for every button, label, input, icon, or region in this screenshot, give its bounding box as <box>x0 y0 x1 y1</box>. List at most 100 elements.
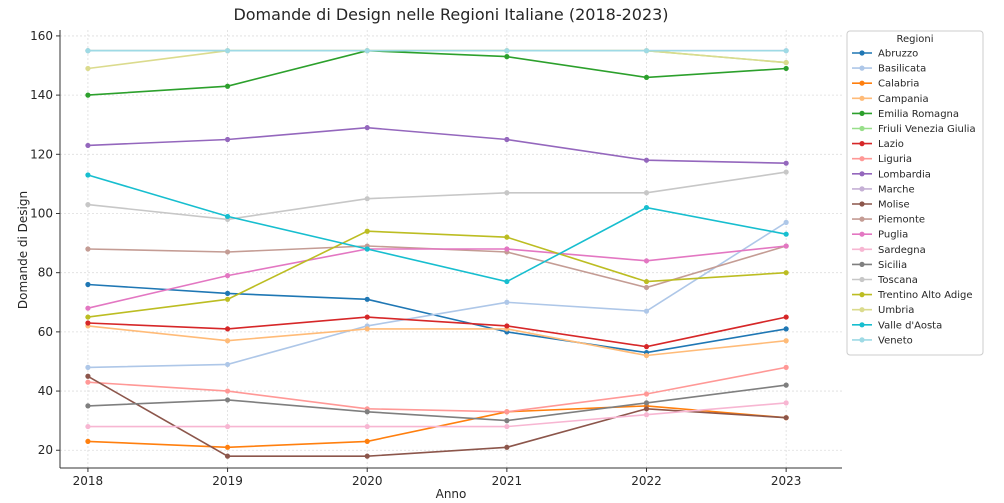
data-point-sicilia <box>783 382 789 388</box>
legend-item-toscana: Toscana <box>852 275 918 286</box>
y-tick-label: 140 <box>30 88 53 102</box>
data-point-liguria <box>783 364 789 370</box>
data-point-puglia <box>783 243 789 249</box>
series-puglia <box>85 243 789 311</box>
data-point-trentino-alto-adige <box>364 228 370 234</box>
series-line-liguria <box>87 366 787 413</box>
series-trentino-alto-adige <box>85 228 789 320</box>
legend-item-basilicata: Basilicata <box>852 64 926 75</box>
legend-item-veneto: Veneto <box>852 335 913 346</box>
legend-item-trentino-alto-adige: Trentino Alto Adige <box>852 290 972 301</box>
y-tick-label: 100 <box>30 206 53 220</box>
data-point-umbria <box>783 59 789 66</box>
data-point-veneto <box>224 48 231 54</box>
legend-item-molise: Molise <box>852 200 910 211</box>
series-lazio <box>85 314 789 350</box>
legend-label: Veneto <box>878 335 913 346</box>
legend-label: Calabria <box>878 79 919 90</box>
legend-item-sardegna: Sardegna <box>852 245 926 256</box>
data-point-valle-d-aosta <box>643 204 650 211</box>
legend-label: Toscana <box>877 275 918 286</box>
legend-swatch-marker <box>859 95 865 101</box>
legend-item-liguria: Liguria <box>852 154 912 165</box>
legend-label: Lazio <box>878 139 904 150</box>
legend-label: Trentino Alto Adige <box>877 290 972 301</box>
legend-swatch-marker <box>859 65 865 71</box>
x-tick-label: 2023 <box>771 474 802 488</box>
data-point-sicilia <box>643 400 650 406</box>
series-abruzzo <box>85 281 789 356</box>
x-tick-label: 2018 <box>73 474 104 488</box>
x-tick-label: 2021 <box>492 474 523 488</box>
legend-swatch-marker <box>859 110 865 116</box>
data-point-sardegna <box>224 423 231 430</box>
legend-title: Regioni <box>896 34 933 45</box>
data-point-campania <box>643 352 650 359</box>
data-point-calabria <box>224 444 231 450</box>
data-point-valle-d-aosta <box>364 246 370 252</box>
data-point-lombardia <box>504 136 510 143</box>
legend-item-umbria: Umbria <box>852 305 914 316</box>
series-line-abruzzo <box>87 283 787 354</box>
y-tick-label: 40 <box>38 384 53 398</box>
data-point-piemonte <box>224 249 231 255</box>
data-point-molise <box>224 453 231 459</box>
y-tick-label: 80 <box>38 266 53 280</box>
axes: 20 40 60 80 100 120 140 160 2018 2019 2020 2021 2022… <box>30 29 842 488</box>
legend-label: Campania <box>878 94 929 105</box>
legend-item-emilia-romagna: Emilia Romagna <box>852 109 959 120</box>
legend-label: Friuli Venezia Giulia <box>878 124 976 135</box>
legend-swatch-marker <box>859 156 865 162</box>
series-lombardia <box>85 125 789 166</box>
x-tick-label: 2022 <box>631 474 662 488</box>
legend-box <box>846 30 984 356</box>
series-line-sicilia <box>87 384 787 422</box>
data-point-emilia-romagna <box>783 65 789 72</box>
series-line-emilia-romagna <box>87 49 787 96</box>
legend-swatch-marker <box>859 171 865 177</box>
data-point-puglia <box>504 246 510 252</box>
legend-swatch-marker <box>859 125 865 132</box>
data-point-toscana <box>504 190 510 196</box>
data-point-valle-d-aosta <box>783 231 789 237</box>
y-tick-label: 60 <box>38 325 53 339</box>
data-point-toscana <box>783 169 789 175</box>
data-point-lazio <box>364 314 370 320</box>
data-point-campania <box>364 326 370 332</box>
y-axis-label: Domande di Design <box>16 191 30 309</box>
legend-swatch-marker <box>859 276 865 283</box>
series-line-friuli-venezia-giulia <box>87 49 787 64</box>
series-umbria <box>85 48 789 72</box>
data-point-basilicata <box>224 361 231 368</box>
data-point-sardegna <box>643 412 650 418</box>
data-point-molise <box>504 444 510 450</box>
data-point-abruzzo <box>224 290 231 296</box>
data-point-piemonte <box>643 284 650 291</box>
series-veneto <box>85 48 789 54</box>
legend-label: Basilicata <box>878 64 926 75</box>
legend-swatch-marker <box>859 322 865 328</box>
y-tick-label: 160 <box>30 29 53 43</box>
series-line-molise <box>87 375 787 458</box>
data-point-trentino-alto-adige <box>643 278 650 285</box>
y-tick-label: 20 <box>38 443 53 457</box>
data-point-basilicata <box>643 308 650 314</box>
legend-swatch-marker <box>859 141 865 147</box>
data-point-liguria <box>643 391 650 397</box>
series-line-lombardia <box>87 126 787 164</box>
data-point-valle-d-aosta <box>224 213 231 220</box>
legend-label: Valle d'Aosta <box>878 320 942 331</box>
data-point-basilicata <box>504 299 510 305</box>
data-point-sicilia <box>224 397 231 403</box>
legend-swatch-marker <box>859 80 865 86</box>
data-point-lazio <box>85 320 91 326</box>
legend-label: Umbria <box>878 305 914 316</box>
legend-swatch-marker <box>859 201 865 207</box>
data-point-lombardia <box>224 136 231 143</box>
legend-item-puglia: Puglia <box>852 230 908 241</box>
series-liguria <box>85 364 789 415</box>
x-axis-label: Anno <box>436 487 467 501</box>
data-point-abruzzo <box>85 281 91 288</box>
legend-item-friuli-venezia-giulia: Friuli Venezia Giulia <box>852 124 976 135</box>
data-point-trentino-alto-adige <box>85 314 91 320</box>
